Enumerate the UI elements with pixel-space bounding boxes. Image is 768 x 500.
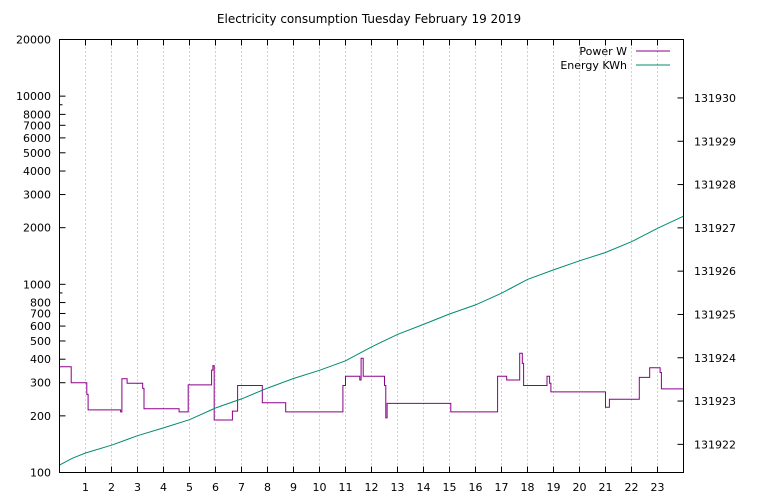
grid-layer (85, 39, 658, 473)
y-tick-label: 6000 (23, 132, 51, 145)
y-tick-label: 700 (30, 307, 51, 320)
x-tick-label: 18 (521, 481, 535, 494)
x-tick-label: 17 (495, 481, 509, 494)
series-line-power (59, 352, 684, 421)
y2-tick-label: 131927 (694, 222, 736, 235)
x-tick-label: 23 (651, 481, 665, 494)
x-tick-label: 19 (547, 481, 561, 494)
x-tick-label: 22 (625, 481, 639, 494)
y-tick-label: 20000 (16, 34, 51, 47)
x-tick-label: 11 (339, 481, 353, 494)
x-tick-label: 8 (264, 481, 271, 494)
y-tick-label: 300 (30, 377, 51, 390)
y2-tick-label: 131924 (694, 352, 736, 365)
legend-label-power: Power W (579, 45, 627, 58)
x-tick-label: 5 (186, 481, 193, 494)
series-line-energy (59, 215, 684, 466)
x-tick-label: 16 (469, 481, 483, 494)
tick-layer: 1 2 3 4 5 6 7 8 9 10 11 12 13 14 15 16 17 18 19 20 21 22 23100… (16, 34, 736, 495)
y2-tick-label: 131922 (694, 438, 736, 451)
y-tick-label: 1000 (23, 278, 51, 291)
x-tick-label: 1 (82, 481, 89, 494)
y2-tick-label: 131926 (694, 265, 736, 278)
x-tick-label: 10 (313, 481, 327, 494)
legend-label-energy: Energy KWh (560, 59, 627, 72)
chart-title: Electricity consumption Tuesday February… (217, 12, 521, 26)
y2-tick-label: 131925 (694, 308, 736, 321)
x-tick-label: 14 (417, 481, 431, 494)
y2-tick-label: 131928 (694, 179, 736, 192)
y-tick-label: 100 (30, 467, 51, 480)
x-tick-label: 4 (160, 481, 167, 494)
x-tick-label: 12 (365, 481, 379, 494)
y-tick-label: 400 (30, 353, 51, 366)
y-tick-label: 10000 (16, 90, 51, 103)
y-tick-label: 3000 (23, 189, 51, 202)
y2-tick-label: 131930 (694, 92, 736, 105)
x-tick-label: 3 (134, 481, 141, 494)
y-tick-label: 800 (30, 297, 51, 310)
x-tick-label: 21 (599, 481, 613, 494)
y-tick-label: 200 (30, 410, 51, 423)
x-tick-label: 15 (443, 481, 457, 494)
y2-tick-label: 131929 (694, 135, 736, 148)
y-tick-label: 4000 (23, 165, 51, 178)
y-tick-label: 2000 (23, 222, 51, 235)
x-tick-label: 6 (212, 481, 219, 494)
x-tick-label: 9 (290, 481, 297, 494)
x-tick-label: 2 (108, 481, 115, 494)
series-layer (59, 215, 684, 466)
x-tick-label: 20 (573, 481, 587, 494)
y2-tick-label: 131923 (694, 395, 736, 408)
y-tick-label: 500 (30, 335, 51, 348)
x-tick-label: 13 (391, 481, 405, 494)
y-tick-label: 600 (30, 320, 51, 333)
y-tick-label: 8000 (23, 108, 51, 121)
y-tick-label: 5000 (23, 147, 51, 160)
x-tick-label: 7 (238, 481, 245, 494)
y-tick-label: 7000 (23, 119, 51, 132)
